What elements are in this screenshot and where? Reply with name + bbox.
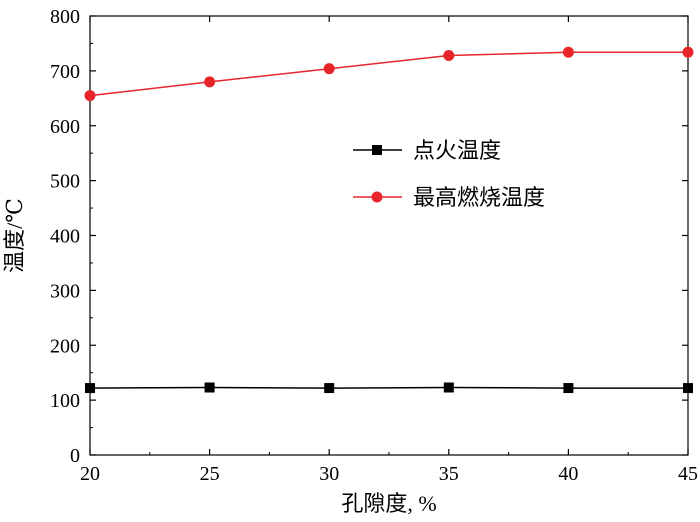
series-1-point xyxy=(443,382,454,393)
series-1-point xyxy=(324,383,335,394)
series-1-point xyxy=(85,383,95,394)
y-tick-label: 0 xyxy=(70,445,80,467)
series-2-line xyxy=(89,51,688,97)
series-2-point xyxy=(204,76,216,88)
y-tick-label: 500 xyxy=(50,171,80,193)
y-axis-title: 温度/℃ xyxy=(2,198,27,273)
legend-item-2-marker xyxy=(371,191,383,203)
plot-border xyxy=(89,15,689,456)
plot-frame xyxy=(89,15,689,456)
y-tick-label: 700 xyxy=(50,61,80,83)
y-tick-label: 600 xyxy=(50,116,80,138)
series-2-point xyxy=(443,50,455,62)
series-1-line xyxy=(89,386,688,389)
x-axis-title: 孔隙度, % xyxy=(341,491,436,516)
x-tick-label: 30 xyxy=(319,463,339,485)
x-tick-label: 45 xyxy=(678,463,698,485)
y-tick-label: 800 xyxy=(50,6,80,28)
y-axis-ticks: 0 100 200 300 400 500 600 700 800 xyxy=(50,6,688,467)
series-2-point xyxy=(323,63,335,75)
series-2-point xyxy=(562,46,574,58)
legend-item-1-marker xyxy=(372,145,382,155)
legend-item-1-label: 点火温度 xyxy=(413,138,501,163)
x-tick-label: 35 xyxy=(439,463,459,485)
y-tick-label: 100 xyxy=(50,390,80,412)
series-1-point xyxy=(563,383,574,394)
x-tick-label: 40 xyxy=(558,463,578,485)
y-tick-label: 400 xyxy=(50,226,80,248)
y-tick-label: 200 xyxy=(50,335,80,357)
series-1-point xyxy=(683,383,693,394)
x-tick-label: 25 xyxy=(200,463,220,485)
series-2-point xyxy=(682,46,694,58)
x-axis-ticks: 20 25 30 35 40 45 xyxy=(80,16,698,485)
x-tick-label: 20 xyxy=(80,463,100,485)
legend-item-2-label: 最高燃烧温度 xyxy=(413,185,545,210)
y-tick-label: 300 xyxy=(50,280,80,302)
series-2-point xyxy=(84,90,96,102)
series-layer xyxy=(84,46,694,394)
series-1-point xyxy=(204,382,215,393)
